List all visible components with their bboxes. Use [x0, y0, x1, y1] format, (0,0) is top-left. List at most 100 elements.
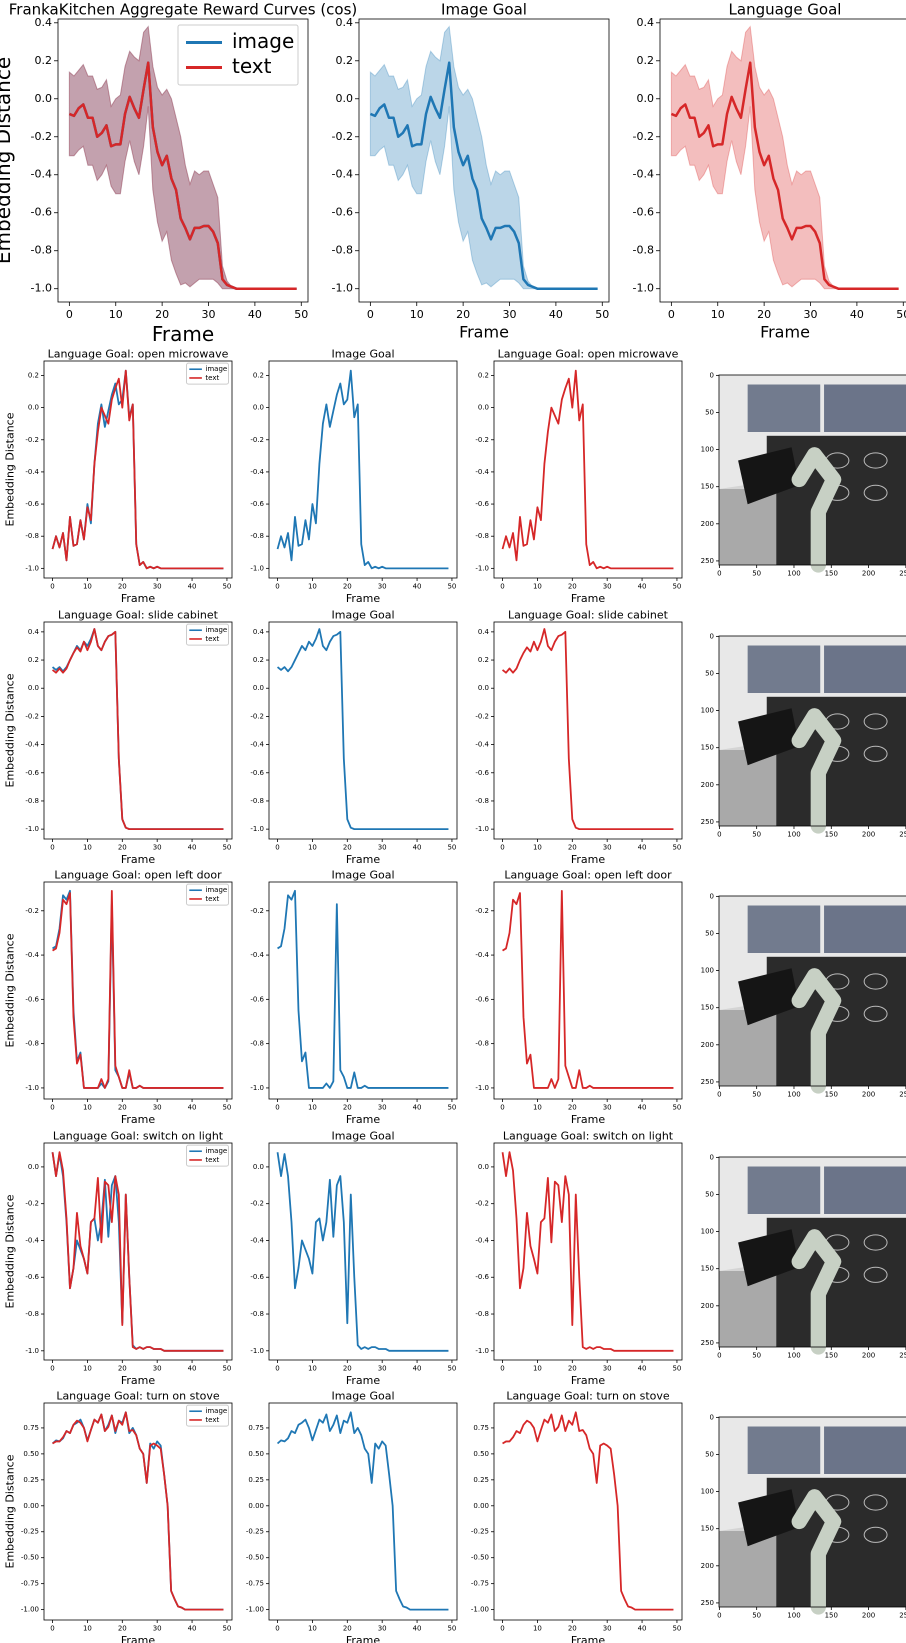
cabinet	[747, 384, 821, 432]
x-tick-label: 250	[899, 1612, 906, 1620]
y-tick-label: -0.8	[475, 797, 489, 805]
x-tick-label: 0	[50, 1625, 54, 1633]
legend-label: text	[205, 635, 219, 643]
plot-frame	[358, 18, 610, 303]
y-tick-label: -1.0	[475, 1084, 489, 1092]
y-tick-label: 0.00	[23, 1502, 39, 1510]
y-tick-label: 250	[701, 1339, 714, 1347]
cabinet	[747, 645, 821, 693]
y-tick-label: -1.0	[25, 1084, 39, 1092]
x-tick-label: 0	[668, 308, 675, 321]
y-tick-label: -1.0	[250, 825, 264, 833]
y-axis-label: Embedding Distance	[4, 1454, 17, 1568]
x-tick-label: 30	[153, 844, 162, 852]
burner	[863, 1005, 888, 1022]
y-tick-label: -0.2	[25, 1200, 39, 1208]
x-tick-label: 0	[717, 1612, 721, 1620]
x-tick-label: 40	[188, 1625, 197, 1633]
x-tick-label: 10	[308, 1365, 317, 1373]
x-axis-label: Frame	[121, 1374, 156, 1387]
x-tick-label: 50	[222, 1365, 231, 1373]
line	[51, 1152, 224, 1352]
y-tick-label: -0.8	[25, 1040, 39, 1048]
y-tick-label: -0.4	[332, 168, 353, 181]
y-tick-label: 250	[701, 818, 714, 826]
x-tick-label: 10	[83, 583, 92, 591]
kitchen-render	[719, 896, 906, 1094]
x-tick-label: 30	[804, 308, 818, 321]
y-tick-label: 50	[705, 1450, 714, 1458]
y-tick-label: -0.4	[250, 1236, 264, 1244]
microwave	[738, 1229, 800, 1287]
line	[501, 628, 674, 831]
y-tick-label: -1.0	[475, 825, 489, 833]
x-tick-label: 50	[752, 1612, 761, 1620]
chart-title: FrankaKitchen Aggregate Reward Curves (c…	[9, 1, 358, 19]
y-tick-label: 0.0	[35, 92, 53, 105]
chart-title: Language Goal: open microwave	[498, 347, 679, 360]
plot-frame	[493, 1142, 683, 1361]
legend-label: image	[205, 886, 227, 894]
y-tick-label: 0.0	[478, 684, 489, 692]
y-tick-label: -0.6	[250, 500, 264, 508]
y-tick-label: -0.75	[471, 1580, 489, 1588]
plot-frame	[268, 621, 458, 840]
x-tick-label: 40	[248, 308, 262, 321]
plot-frame	[43, 360, 233, 579]
x-tick-label: 50	[896, 308, 906, 321]
x-tick-label: 250	[899, 1352, 906, 1360]
line	[276, 628, 449, 831]
burner	[863, 973, 888, 990]
x-tick-label: 30	[378, 1625, 387, 1633]
x-tick-label: 200	[862, 1352, 875, 1360]
image-frame	[718, 1416, 906, 1608]
x-tick-label: 0	[367, 308, 374, 321]
band	[670, 25, 899, 290]
y-tick-label: -0.6	[475, 995, 489, 1003]
y-tick-label: 0.0	[253, 404, 264, 412]
x-axis-label: Frame	[346, 853, 381, 866]
x-tick-label: 100	[787, 570, 800, 578]
x-tick-label: 50	[447, 844, 456, 852]
y-tick-label: 200	[701, 781, 714, 789]
y-tick-label: -1.0	[250, 564, 264, 572]
x-tick-label: 10	[308, 1104, 317, 1112]
y-tick-label: -0.25	[246, 1528, 264, 1536]
x-tick-label: 50	[752, 1091, 761, 1099]
x-tick-label: 40	[188, 583, 197, 591]
plot-frame	[43, 1142, 233, 1361]
x-tick-label: 0	[275, 1365, 279, 1373]
x-axis-label: Frame	[346, 1113, 381, 1126]
y-tick-label: 0.75	[23, 1424, 39, 1432]
burner	[863, 1526, 888, 1543]
y-tick-label: -0.4	[475, 741, 489, 749]
x-tick-label: 0	[717, 570, 721, 578]
x-tick-label: 40	[413, 844, 422, 852]
y-tick-label: -0.6	[25, 769, 39, 777]
plot-frame	[493, 1402, 683, 1621]
chart-title: Language Goal: open microwave	[48, 347, 229, 360]
x-tick-label: 10	[533, 1104, 542, 1112]
y-tick-label: -0.50	[246, 1554, 264, 1562]
y-tick-label: 0.2	[28, 656, 39, 664]
line	[501, 1151, 674, 1352]
line	[501, 369, 674, 570]
y-tick-label: -1.0	[633, 282, 654, 295]
chart-title: Image Goal	[332, 608, 395, 621]
x-tick-label: 0	[500, 844, 504, 852]
y-tick-label: -0.8	[31, 244, 52, 257]
y-tick-label: 0.50	[23, 1450, 39, 1458]
x-tick-label: 30	[503, 308, 517, 321]
x-tick-label: 20	[118, 583, 127, 591]
y-tick-label: 200	[701, 1302, 714, 1310]
line	[51, 628, 224, 831]
x-tick-label: 100	[787, 1612, 800, 1620]
x-tick-label: 40	[638, 583, 647, 591]
y-tick-label: -0.6	[633, 206, 654, 219]
x-tick-label: 40	[413, 583, 422, 591]
x-tick-label: 10	[308, 583, 317, 591]
y-tick-label: -0.6	[475, 769, 489, 777]
cabinet	[747, 1166, 821, 1214]
x-tick-label: 50	[752, 831, 761, 839]
y-tick-label: 0.75	[473, 1424, 489, 1432]
